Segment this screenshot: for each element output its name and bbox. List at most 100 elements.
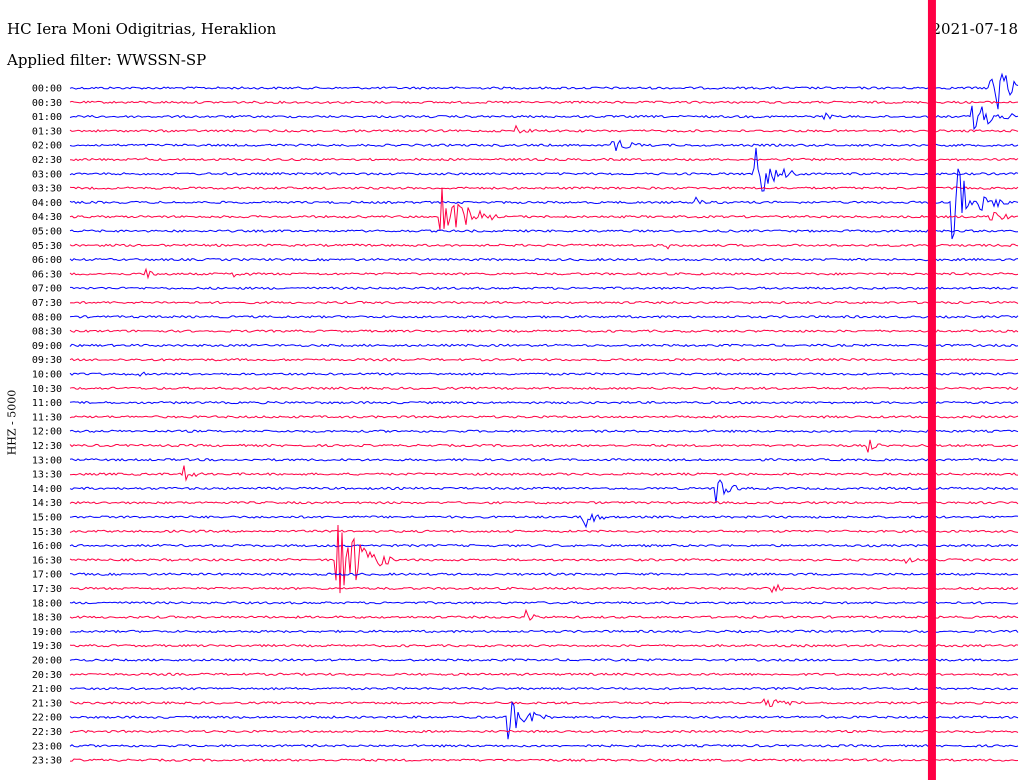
trace-row bbox=[69, 415, 1019, 419]
date-label: 2021-07-18 bbox=[931, 20, 1018, 38]
row-tick-label: 16:00 bbox=[32, 541, 62, 552]
row-tick-label: 18:30 bbox=[32, 613, 62, 624]
trace-row bbox=[69, 168, 1019, 240]
row-tick-label: 12:30 bbox=[32, 441, 62, 452]
row-tick-label: 23:30 bbox=[32, 756, 62, 767]
trace-row bbox=[69, 500, 1019, 505]
trace-row bbox=[69, 243, 1019, 250]
row-tick-label: 10:30 bbox=[32, 384, 62, 395]
row-tick-label: 02:30 bbox=[32, 155, 62, 166]
row-tick-label: 21:00 bbox=[32, 684, 62, 695]
trace-row bbox=[69, 524, 1019, 594]
row-tick-label: 13:30 bbox=[32, 470, 62, 481]
trace-row bbox=[69, 608, 1019, 621]
trace-row bbox=[69, 400, 1019, 405]
trace-row bbox=[70, 286, 1019, 290]
trace-row bbox=[69, 643, 1019, 648]
row-tick-label: 05:30 bbox=[32, 241, 62, 252]
trace-row bbox=[69, 572, 1019, 576]
row-tick-label: 00:00 bbox=[32, 84, 62, 95]
row-tick-label: 11:30 bbox=[32, 412, 62, 423]
row-tick-label: 02:00 bbox=[32, 141, 62, 152]
trace-row bbox=[69, 439, 1019, 453]
row-tick-label: 15:30 bbox=[32, 527, 62, 538]
row-tick-label: 17:30 bbox=[32, 584, 62, 595]
row-tick-label: 16:30 bbox=[32, 555, 62, 566]
row-tick-label: 04:00 bbox=[32, 198, 62, 209]
row-tick-label: 22:00 bbox=[32, 713, 62, 724]
trace-row bbox=[69, 512, 1019, 529]
row-tick-label: 09:30 bbox=[32, 355, 62, 366]
row-tick-label: 13:00 bbox=[32, 455, 62, 466]
row-tick-label: 06:00 bbox=[32, 255, 62, 266]
trace-row bbox=[69, 300, 1019, 305]
trace-row bbox=[69, 386, 1019, 391]
row-tick-label: 17:00 bbox=[32, 570, 62, 581]
trace-row bbox=[69, 601, 1019, 605]
trace-row bbox=[69, 686, 1019, 691]
row-tick-label: 08:30 bbox=[32, 327, 62, 338]
row-tick-label: 08:00 bbox=[32, 312, 62, 323]
row-tick-label: 19:30 bbox=[32, 641, 62, 652]
trace-row bbox=[70, 629, 1019, 634]
row-tick-label: 10:00 bbox=[32, 370, 62, 381]
trace-row bbox=[69, 72, 1019, 110]
trace-row bbox=[69, 157, 1019, 162]
row-tick-label: 14:30 bbox=[32, 498, 62, 509]
row-tick-label: 20:00 bbox=[32, 656, 62, 667]
saturated-event-band bbox=[927, 0, 936, 780]
trace-row bbox=[69, 529, 1019, 534]
trace-row bbox=[69, 186, 1019, 190]
row-tick-label: 14:00 bbox=[32, 484, 62, 495]
trace-row bbox=[69, 729, 1019, 734]
row-tick-label: 21:30 bbox=[32, 698, 62, 709]
trace-row bbox=[70, 758, 1019, 762]
trace-row bbox=[69, 315, 1019, 319]
trace-row bbox=[69, 105, 1019, 131]
trace-row bbox=[69, 700, 1019, 740]
trace-row bbox=[69, 698, 1019, 708]
row-tick-label: 11:00 bbox=[32, 398, 62, 409]
trace-row bbox=[69, 429, 1019, 434]
row-tick-label: 19:00 bbox=[32, 627, 62, 638]
trace-row bbox=[69, 744, 1019, 748]
row-tick-label: 03:00 bbox=[32, 169, 62, 180]
trace-row bbox=[69, 257, 1019, 262]
row-tick-label: 06:30 bbox=[32, 269, 62, 280]
trace-row bbox=[69, 147, 1019, 192]
row-tick-label: 05:00 bbox=[32, 227, 62, 238]
row-tick-label: 20:30 bbox=[32, 670, 62, 681]
trace-row bbox=[69, 124, 1019, 134]
row-tick-label: 23:00 bbox=[32, 741, 62, 752]
row-tick-label: 07:30 bbox=[32, 298, 62, 309]
trace-row bbox=[69, 187, 1019, 231]
trace-row bbox=[69, 543, 1019, 548]
row-tick-label: 22:30 bbox=[32, 727, 62, 738]
row-tick-label: 01:30 bbox=[32, 126, 62, 137]
trace-row bbox=[69, 479, 1018, 504]
trace-row bbox=[69, 357, 1018, 362]
row-tick-label: 12:00 bbox=[32, 427, 62, 438]
trace-row bbox=[69, 583, 1019, 594]
row-tick-label: 09:00 bbox=[32, 341, 62, 352]
trace-row bbox=[69, 465, 1019, 482]
row-tick-label: 03:30 bbox=[32, 184, 62, 195]
row-tick-label: 15:00 bbox=[32, 513, 62, 524]
trace-row bbox=[69, 672, 1019, 677]
row-tick-label: 00:30 bbox=[32, 98, 62, 109]
trace-row bbox=[69, 139, 1019, 152]
trace-row bbox=[69, 100, 1019, 104]
trace-row bbox=[69, 658, 1019, 662]
row-tick-label: 01:00 bbox=[32, 112, 62, 123]
trace-row bbox=[69, 267, 1019, 280]
station-title: HC Iera Moni Odigitrias, Heraklion bbox=[7, 20, 277, 38]
trace-row bbox=[69, 329, 1019, 333]
trace-row bbox=[69, 371, 1019, 377]
trace-row bbox=[69, 343, 1019, 348]
filter-label: Applied filter: WWSSN-SP bbox=[7, 51, 207, 69]
trace-row bbox=[69, 229, 1019, 233]
row-tick-label: 04:30 bbox=[32, 212, 62, 223]
row-tick-label: 18:00 bbox=[32, 598, 62, 609]
row-tick-label: 07:00 bbox=[32, 284, 62, 295]
